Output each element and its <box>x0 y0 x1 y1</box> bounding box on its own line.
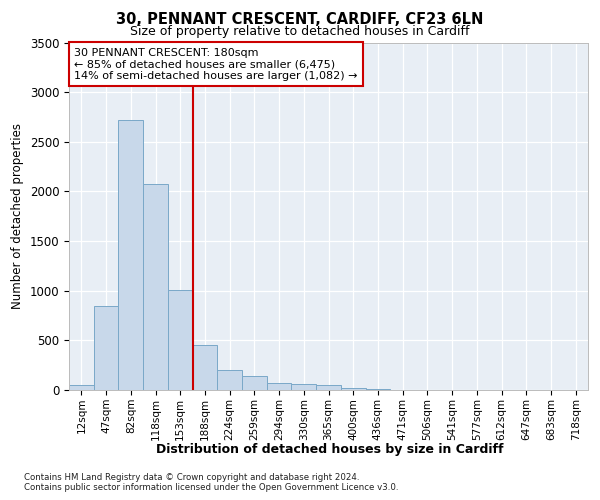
Text: Distribution of detached houses by size in Cardiff: Distribution of detached houses by size … <box>156 442 504 456</box>
Text: 30, PENNANT CRESCENT, CARDIFF, CF23 6LN: 30, PENNANT CRESCENT, CARDIFF, CF23 6LN <box>116 12 484 28</box>
Y-axis label: Number of detached properties: Number of detached properties <box>11 123 24 309</box>
Bar <box>69 385 94 390</box>
Bar <box>267 383 292 390</box>
Bar <box>168 290 193 390</box>
Bar <box>118 120 143 390</box>
Text: Contains public sector information licensed under the Open Government Licence v3: Contains public sector information licen… <box>24 482 398 492</box>
Bar <box>242 376 267 390</box>
Bar <box>94 306 118 390</box>
Text: 30 PENNANT CRESCENT: 180sqm
← 85% of detached houses are smaller (6,475)
14% of : 30 PENNANT CRESCENT: 180sqm ← 85% of det… <box>74 48 358 81</box>
Bar <box>365 388 390 390</box>
Bar <box>143 184 168 390</box>
Text: Size of property relative to detached houses in Cardiff: Size of property relative to detached ho… <box>130 25 470 38</box>
Bar <box>217 370 242 390</box>
Bar <box>292 384 316 390</box>
Bar <box>193 346 217 390</box>
Text: Contains HM Land Registry data © Crown copyright and database right 2024.: Contains HM Land Registry data © Crown c… <box>24 472 359 482</box>
Bar <box>341 388 365 390</box>
Bar <box>316 385 341 390</box>
